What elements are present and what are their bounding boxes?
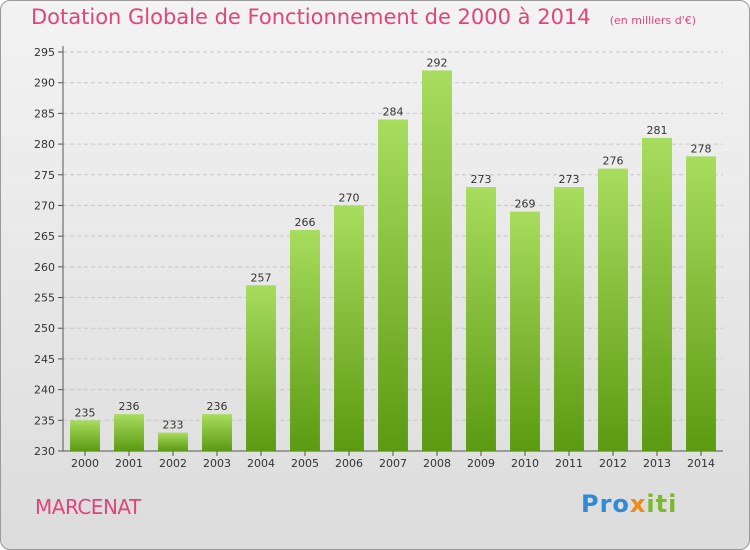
chart-title: Dotation Globale de Fonctionnement de 20…	[31, 5, 591, 29]
bar-2000	[70, 420, 100, 451]
logo-part-1: Pro	[581, 490, 630, 518]
x-tick-label-2008: 2008	[423, 457, 451, 470]
value-label-2007: 284	[383, 106, 404, 119]
commune-name: MARCENAT	[35, 495, 141, 519]
y-tick-label: 270	[34, 199, 55, 212]
bar-2005	[290, 230, 320, 451]
value-label-2012: 276	[603, 155, 624, 168]
y-tick-label: 255	[34, 292, 55, 305]
value-label-2009: 273	[471, 173, 492, 186]
bar-2010	[510, 211, 540, 451]
label-layer: 235 236 233 236 257 266 270 284 292 273 269 273 276 2…	[75, 56, 712, 431]
x-tick-label-2004: 2004	[247, 457, 275, 470]
y-tick-label: 260	[34, 261, 55, 274]
chart-subtitle: (en milliers d'€)	[609, 14, 697, 27]
x-tick-label-2012: 2012	[599, 457, 627, 470]
x-tick-label-2001: 2001	[115, 457, 143, 470]
x-tick-label-2013: 2013	[643, 457, 671, 470]
logo-part-2: x	[629, 490, 647, 518]
bar-2013	[642, 137, 672, 451]
value-label-2006: 270	[339, 191, 360, 204]
x-tick-label-2000: 2000	[71, 457, 99, 470]
value-label-2005: 266	[295, 216, 316, 229]
value-label-2003: 236	[207, 400, 228, 413]
bar-2001	[114, 414, 144, 451]
value-label-2014: 278	[691, 142, 712, 155]
bar-2002	[158, 432, 188, 451]
bar-2011	[554, 187, 584, 452]
y-tick-label: 250	[34, 322, 55, 335]
x-tick-label-2002: 2002	[159, 457, 187, 470]
y-tick-label: 235	[34, 414, 55, 427]
y-tick-label: 280	[34, 138, 55, 151]
y-tick-label: 240	[34, 384, 55, 397]
value-label-2008: 292	[427, 56, 448, 69]
y-tick-label: 290	[34, 77, 55, 90]
x-tick-label-2005: 2005	[291, 457, 319, 470]
bar-2008	[422, 70, 452, 452]
bar-2012	[598, 168, 628, 451]
x-tick-label-2006: 2006	[335, 457, 363, 470]
value-label-2004: 257	[251, 271, 272, 284]
y-tick-label: 265	[34, 230, 55, 243]
x-tick-label-2009: 2009	[467, 457, 495, 470]
x-tick-label-2011: 2011	[555, 457, 583, 470]
value-label-2013: 281	[647, 124, 668, 137]
axis-layer: 230 235 240 245 250 255 260 265 270 275 280 285 290 2…	[34, 46, 723, 470]
bar-2006	[334, 205, 364, 451]
value-label-2010: 269	[515, 198, 536, 211]
title-row: Dotation Globale de Fonctionnement de 20…	[31, 5, 696, 29]
bar-2003	[202, 414, 232, 451]
x-tick-label-2003: 2003	[203, 457, 231, 470]
value-label-2001: 236	[119, 400, 140, 413]
x-tick-label-2014: 2014	[687, 457, 715, 470]
y-tick-label: 275	[34, 169, 55, 182]
bar-2014	[686, 156, 716, 451]
bar-2007	[378, 119, 408, 452]
bar-2004	[246, 285, 276, 451]
logo-part-3: iti	[646, 490, 678, 518]
y-tick-label: 245	[34, 353, 55, 366]
x-tick-label-2010: 2010	[511, 457, 539, 470]
bar-layer	[70, 70, 716, 452]
bar-2009	[466, 187, 496, 452]
y-tick-label: 230	[34, 445, 55, 458]
proxiti-logo: Proxiti	[581, 490, 677, 518]
value-label-2011: 273	[559, 173, 580, 186]
value-label-2000: 235	[75, 406, 96, 419]
y-tick-label: 285	[34, 107, 55, 120]
x-tick-label-2007: 2007	[379, 457, 407, 470]
y-tick-label: 295	[34, 46, 55, 59]
value-label-2002: 233	[163, 419, 184, 432]
